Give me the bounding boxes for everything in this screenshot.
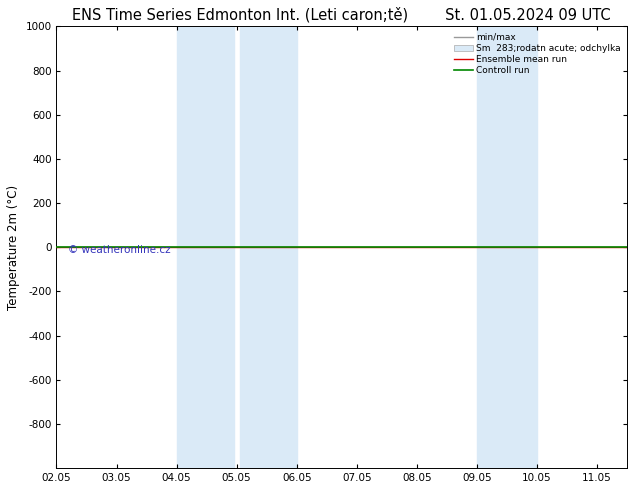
Y-axis label: Temperature 2m (°C): Temperature 2m (°C) <box>7 185 20 310</box>
Title: ENS Time Series Edmonton Int. (Leti caron;tě)        St. 01.05.2024 09 UTC: ENS Time Series Edmonton Int. (Leti caro… <box>72 7 611 23</box>
Bar <box>240 26 297 468</box>
Bar <box>177 26 234 468</box>
Bar <box>477 26 537 468</box>
Text: © weatheronline.cz: © weatheronline.cz <box>68 245 171 255</box>
Legend: min/max, Sm  283;rodatn acute; odchylka, Ensemble mean run, Controll run: min/max, Sm 283;rodatn acute; odchylka, … <box>453 31 623 77</box>
